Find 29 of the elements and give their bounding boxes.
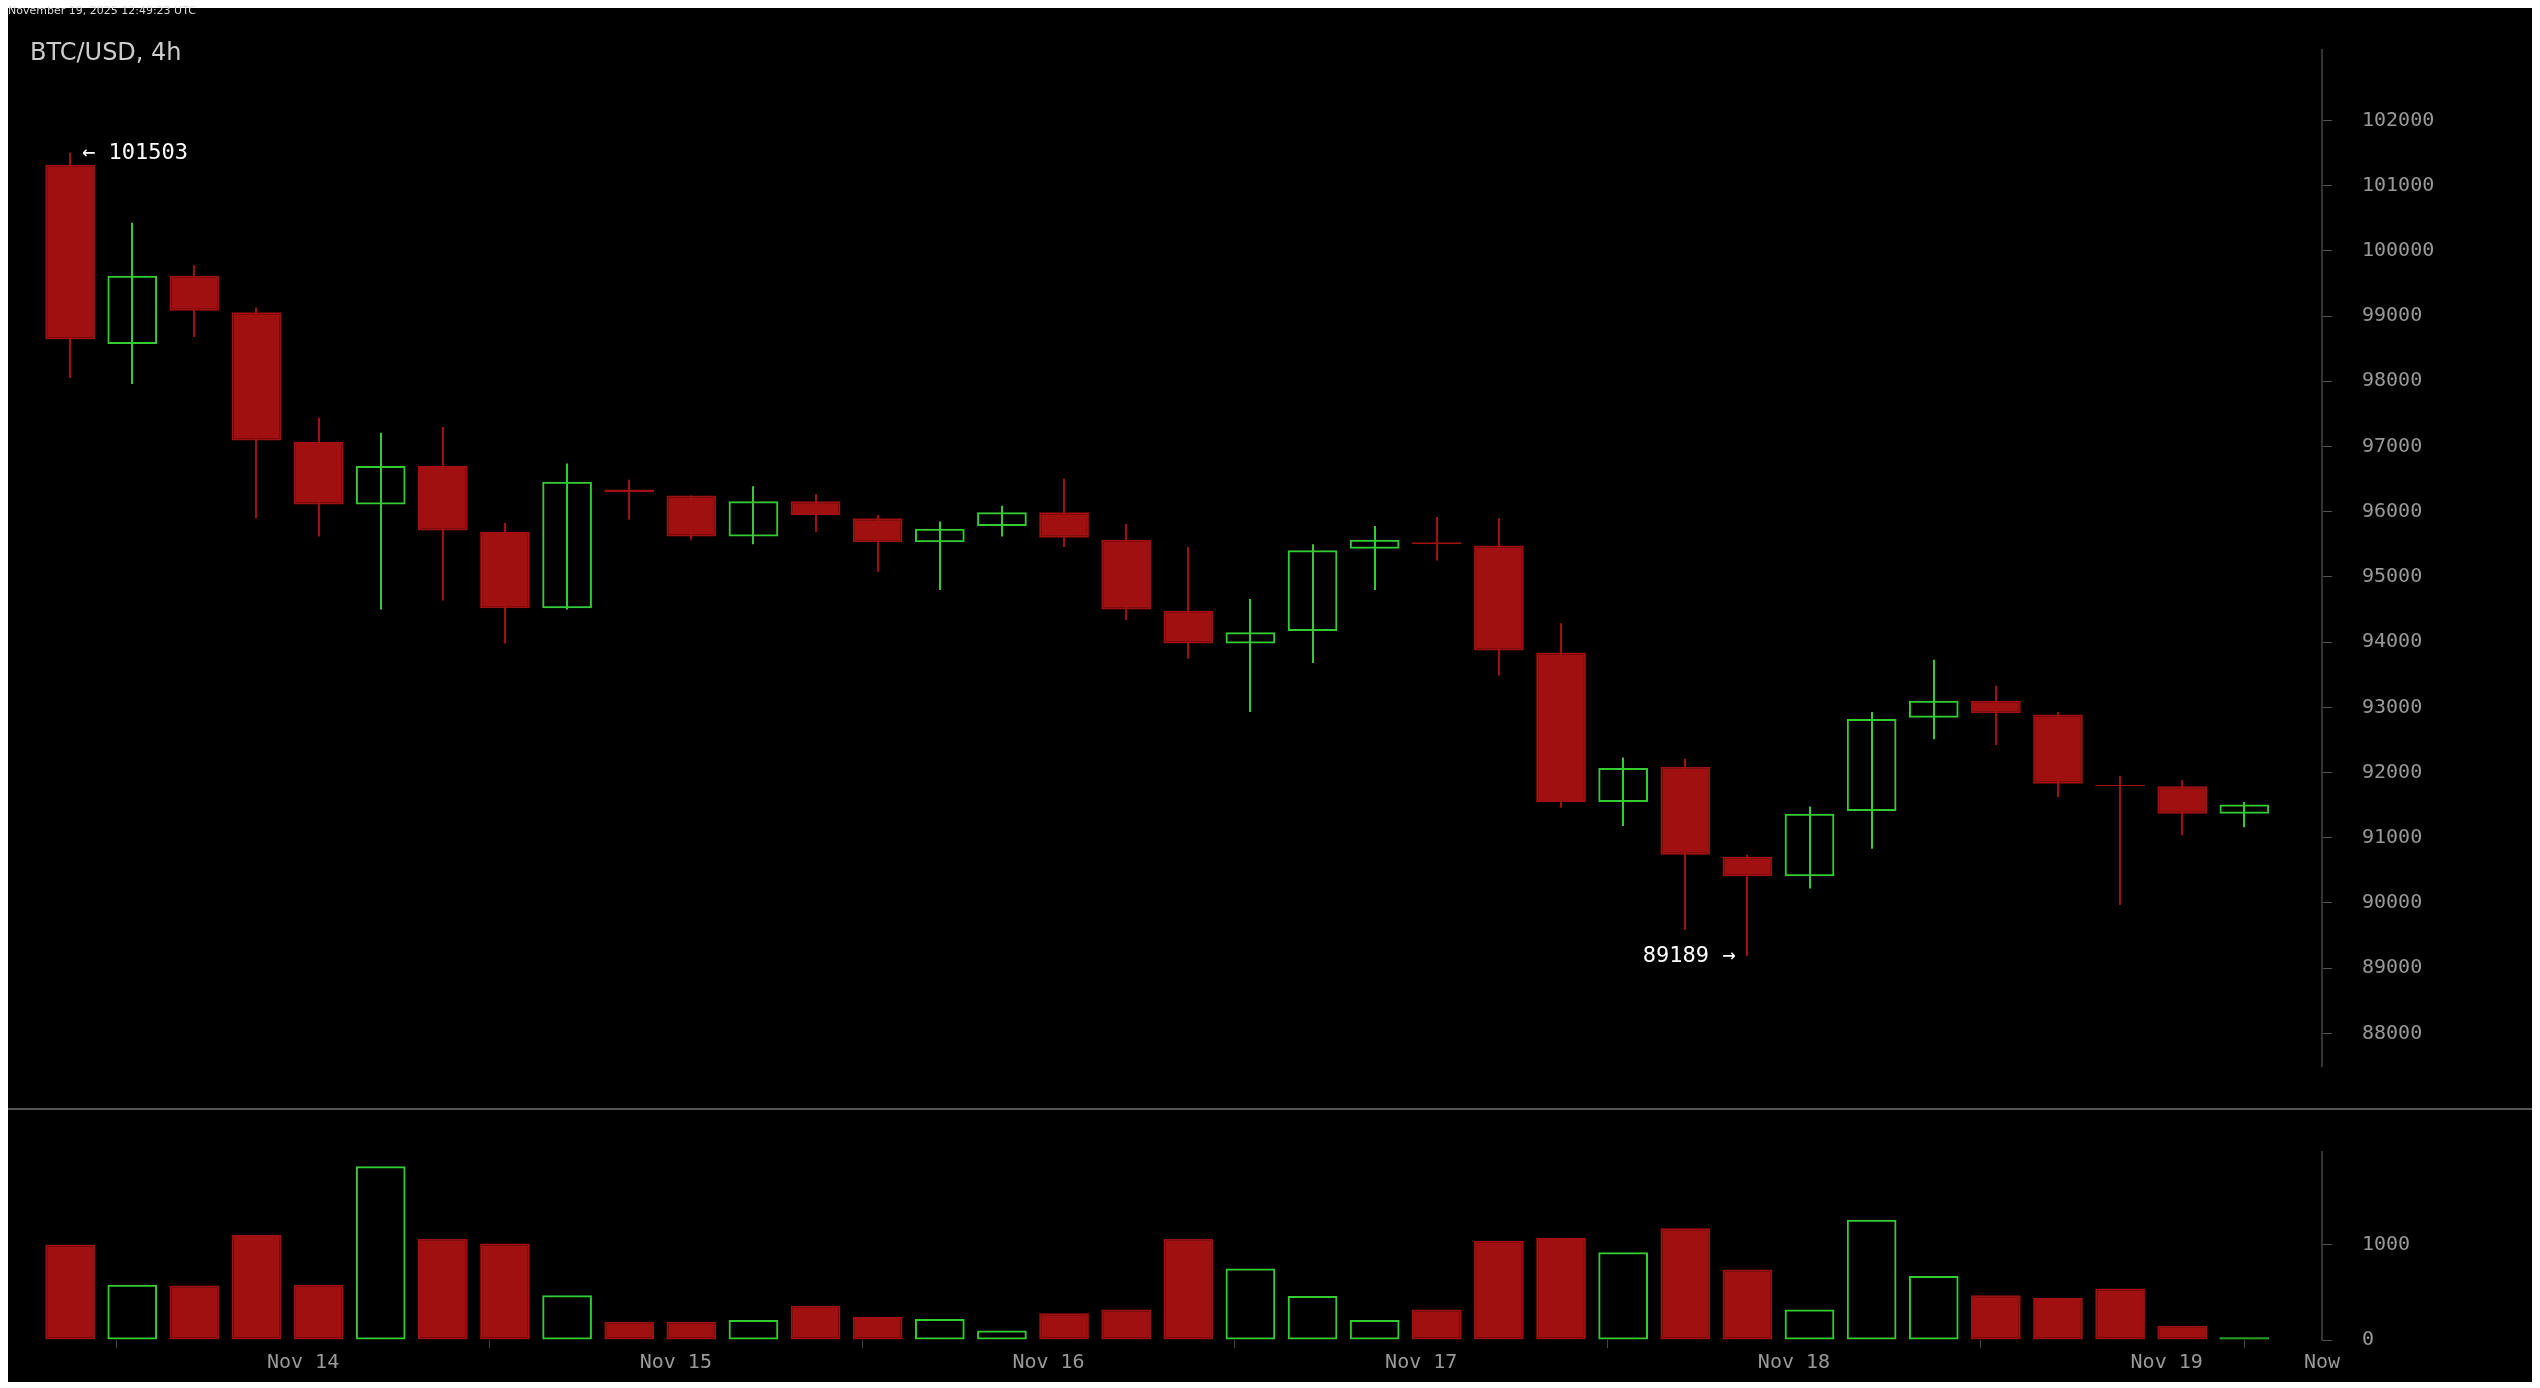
y-tick-label: 91000 (2362, 823, 2423, 848)
y-tick-label: 88000 (2362, 1019, 2423, 1044)
y-tick-label: 0 (2362, 1326, 2375, 1351)
x-tick-label: Nov 14 (266, 1349, 340, 1374)
text: November 19, 2025 12:49:23 UTC (8, 4, 196, 17)
y-tick-label: 100000 (2362, 237, 2435, 262)
y-tick-label: 97000 (2362, 432, 2423, 457)
x-tick-label: Nov 19 (2130, 1349, 2203, 1374)
annotation: ← 101503 (82, 138, 189, 164)
y-tick-label: 95000 (2362, 563, 2423, 588)
x-tick-label: Nov 17 (1385, 1349, 1458, 1374)
y-tick-label: 89000 (2362, 954, 2423, 979)
y-tick-label: 90000 (2362, 889, 2423, 914)
chart-title: BTC/USD, 4h (30, 38, 182, 66)
y-tick-label: 1000 (2362, 1230, 2411, 1255)
y-tick-label: 101000 (2362, 171, 2435, 196)
y-tick-label: 94000 (2362, 628, 2423, 653)
x-tick-label: Nov 18 (1757, 1349, 1831, 1374)
x-tick-label: Now (2303, 1349, 2342, 1374)
annotation: 89189 → (1642, 941, 1736, 967)
y-tick-label: 96000 (2362, 497, 2423, 522)
y-tick-label: 92000 (2362, 758, 2423, 783)
x-tick-label: Nov 16 (1012, 1349, 1085, 1374)
y-tick-label: 98000 (2362, 367, 2423, 392)
candlestick (1971, 684, 2021, 747)
x-tick-label: Nov 15 (639, 1349, 712, 1374)
y-tick-label: 93000 (2362, 693, 2423, 718)
y-tick-label: 102000 (2362, 106, 2435, 131)
y-tick-label: 99000 (2362, 302, 2423, 327)
